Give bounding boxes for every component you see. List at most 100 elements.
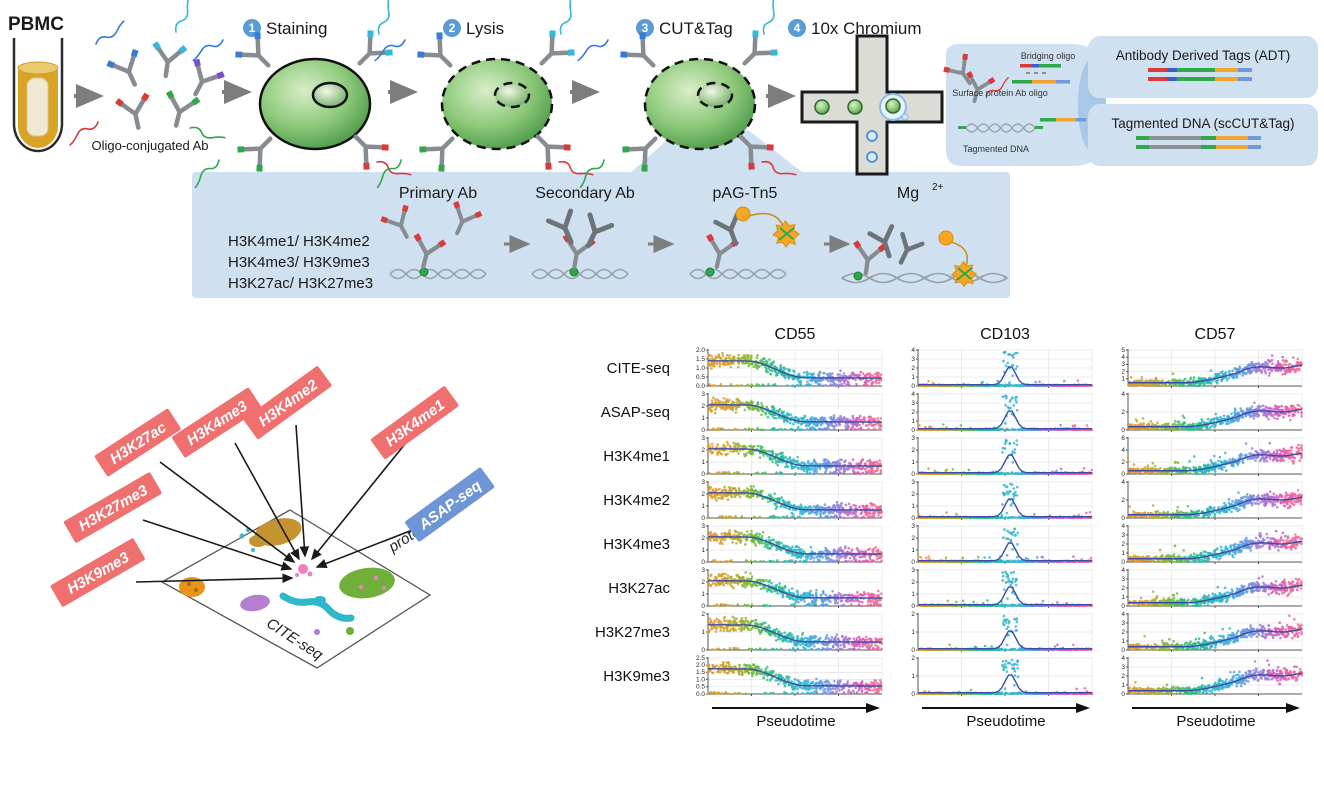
row-label-H3K27me3: H3K27me3	[594, 623, 670, 641]
scatter-panel-H3K4me2-CD57	[1106, 479, 1304, 521]
step-4-header: 4 10x Chromium	[788, 19, 922, 38]
scatter-rows: CITE-seq ASAP-seq H3K4me1 H3K4me2 H3K4me3 H3K…	[588, 347, 1314, 697]
pseudotime-axis-cd55: Pseudotime	[686, 697, 884, 730]
pseudotime-scatter-grid: CD55 CD103 CD57 CITE-seq ASAP-seq H3K4me1 H…	[588, 326, 1314, 730]
svg-text:3: 3	[642, 21, 649, 35]
row-label-CITE-seq: CITE-seq	[606, 359, 670, 377]
pseudotime-label: Pseudotime	[966, 713, 1046, 730]
tagmented-dna-label: Tagmented DNA	[963, 144, 1029, 154]
x-axis-row: Pseudotime Pseudotime Pseudotime	[588, 697, 1314, 730]
pseudotime-arrow-icon	[922, 703, 1090, 713]
scatter-panel-H3K4me3-CD55	[686, 523, 884, 565]
adt-tag-icon	[1148, 68, 1252, 81]
workflow-diagram: PBMC Oligo-conjugated Ab 1 Staining 2 Ly…	[8, 0, 1318, 298]
scatter-panel-CITE-seq-CD55	[686, 347, 884, 389]
projection-arrows-icon	[135, 424, 429, 584]
column-header-cd55: CD55	[774, 326, 816, 343]
bead-icon	[866, 151, 878, 163]
scatter-panel-H3K4me1-CD103	[896, 435, 1094, 477]
column-header-cd103: CD103	[980, 326, 1030, 343]
histone-pair-1: H3K4me1/ H3K4me2	[228, 233, 370, 250]
scatter-panel-H3K27ac-CD55	[686, 567, 884, 609]
scatter-panel-H3K27me3-CD55	[686, 611, 884, 653]
svg-text:Staining: Staining	[266, 19, 327, 38]
bridging-oligo-label: Bridging oligo	[1021, 51, 1076, 61]
svg-text:H3K4me2: H3K4me2	[256, 376, 322, 430]
cell-in-channel-icon	[847, 99, 863, 115]
step-3-header: 3 CUT&Tag	[636, 19, 733, 38]
pbmc-label: PBMC	[8, 14, 64, 35]
scatter-panel-CITE-seq-CD103	[896, 347, 1094, 389]
scatter-panel-H3K27me3-CD103	[896, 611, 1094, 653]
pseudotime-arrow-icon	[712, 703, 880, 713]
row-label-H3K4me2: H3K4me2	[603, 491, 670, 509]
cuttag-panel-bg	[192, 172, 1010, 298]
row-label-H3K27ac: H3K27ac	[608, 579, 670, 597]
row-label-H3K4me1: H3K4me1	[603, 447, 670, 465]
legend-cuttag: Tagmented DNA (scCUT&Tag)	[1088, 104, 1318, 166]
label-asap-seq: ASAP-seq	[405, 467, 495, 542]
svg-text:2: 2	[449, 21, 456, 35]
pbmc-tube-icon	[12, 38, 64, 153]
scatter-panel-H3K27ac-CD57	[1106, 567, 1304, 609]
scatter-panel-CITE-seq-CD57	[1106, 347, 1304, 389]
column-header-cd57: CD57	[1194, 326, 1236, 343]
svg-text:Lysis: Lysis	[466, 19, 504, 38]
pag-tn5-scene	[689, 206, 800, 280]
row-label-ASAP-seq: ASAP-seq	[600, 403, 670, 421]
row-label-H3K4me3: H3K4me3	[603, 535, 670, 553]
oligo-conjugated-ab-icons	[65, 0, 225, 149]
secondary-ab-scene	[531, 211, 629, 280]
svg-text:1: 1	[249, 21, 256, 35]
scatter-panel-H3K4me2-CD55	[686, 479, 884, 521]
svg-text:4: 4	[794, 21, 801, 35]
mg-superscript: 2+	[932, 182, 944, 193]
label-h3k27me3: H3K27me3	[63, 472, 162, 543]
step-2-circle-icon	[443, 19, 461, 37]
pseudotime-axis-cd103: Pseudotime	[896, 697, 1094, 730]
primary-ab-label: Primary Ab	[399, 185, 477, 202]
histone-pair-3: H3K27ac/ H3K27me3	[228, 275, 373, 292]
label-h3k27ac: H3K27ac	[94, 408, 181, 477]
adt-legend-label: Antibody Derived Tags (ADT)	[1116, 48, 1291, 63]
mg-label: Mg	[897, 185, 919, 202]
bead-icon	[866, 130, 878, 142]
label-h3k9me3: H3K9me3	[50, 538, 145, 607]
pseudotime-axis-cd57: Pseudotime	[1106, 697, 1304, 730]
pag-tn5-label: pAG-Tn5	[713, 185, 778, 202]
umap-plane	[160, 509, 432, 669]
pseudotime-label: Pseudotime	[756, 713, 836, 730]
svg-text:CUT&Tag: CUT&Tag	[659, 19, 733, 38]
plot-column-headers: CD55 CD103 CD57	[588, 326, 1314, 344]
mg-tagmentation-scene	[840, 226, 1009, 287]
pseudotime-arrow-icon	[1132, 703, 1300, 713]
scatter-panel-H3K27me3-CD57	[1106, 611, 1304, 653]
pag-icon	[938, 230, 954, 246]
label-h3k4me1: H3K4me1	[370, 386, 459, 459]
scatter-panel-H3K9me3-CD103	[896, 655, 1094, 697]
modality-projection-diagram: protein CITE-seq H3K27ac H3K4me3 H3K4me2…	[50, 366, 495, 669]
scatter-panel-H3K4me1-CD55	[686, 435, 884, 477]
step-2-header: 2 Lysis	[443, 19, 504, 38]
scatter-panel-H3K9me3-CD55	[686, 655, 884, 697]
legend-adt: Antibody Derived Tags (ADT)	[1088, 36, 1318, 98]
scatter-panel-H3K4me3-CD103	[896, 523, 1094, 565]
scatter-panel-ASAP-seq-CD103	[896, 391, 1094, 433]
scatter-panel-H3K9me3-CD57	[1106, 655, 1304, 697]
scatter-panel-H3K4me2-CD103	[896, 479, 1094, 521]
surface-ab-oligo-icon	[1012, 80, 1070, 84]
tagmented-dna-icon	[958, 118, 1086, 133]
droplet-callout: Bridging oligo Surface protein Ab oligo …	[944, 44, 1106, 166]
histone-pair-2: H3K4me3/ H3K9me3	[228, 254, 370, 271]
umap-clusters-icon	[179, 518, 395, 635]
bridging-oligo-icon	[1020, 64, 1061, 74]
row-label-H3K9me3: H3K9me3	[603, 667, 670, 685]
scatter-panel-ASAP-seq-CD57	[1106, 391, 1304, 433]
surface-ab-oligo-label: Surface protein Ab oligo	[952, 88, 1048, 98]
chromium-chip-icon	[800, 34, 944, 176]
svg-text:10x Chromium: 10x Chromium	[811, 19, 922, 38]
svg-text:ASAP-seq: ASAP-seq	[415, 477, 484, 534]
oligo-ab-label: Oligo-conjugated Ab	[91, 138, 208, 153]
scatter-panel-ASAP-seq-CD55	[686, 391, 884, 433]
pag-icon	[735, 206, 751, 222]
